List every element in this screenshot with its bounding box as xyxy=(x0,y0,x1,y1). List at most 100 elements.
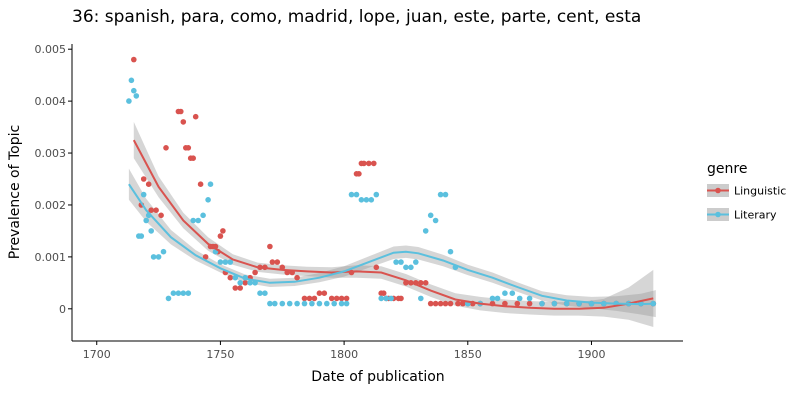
data-point-literary xyxy=(324,300,330,307)
data-point-linguistic xyxy=(311,295,318,302)
data-point-literary xyxy=(150,254,157,260)
data-point-literary xyxy=(393,259,399,265)
data-point-linguistic xyxy=(252,269,258,276)
data-point-literary xyxy=(403,264,409,271)
data-point-linguistic xyxy=(432,300,439,307)
data-point-literary xyxy=(200,212,206,219)
data-point-linguistic xyxy=(455,300,461,307)
data-point-linguistic xyxy=(427,300,434,307)
data-point-linguistic xyxy=(140,176,147,182)
data-point-linguistic xyxy=(366,160,372,167)
data-point-literary xyxy=(131,87,137,94)
data-point-literary xyxy=(358,197,365,203)
data-point-linguistic xyxy=(343,295,350,302)
x-tick-label: 1750 xyxy=(206,348,234,361)
data-point-literary xyxy=(286,300,293,307)
data-point-literary xyxy=(140,191,147,198)
data-point-literary xyxy=(262,290,268,297)
data-point-linguistic xyxy=(526,300,533,307)
data-point-literary xyxy=(413,259,419,265)
data-point-literary xyxy=(160,248,167,255)
data-point-literary xyxy=(272,300,278,307)
y-tick-label: 0.002 xyxy=(35,199,67,212)
data-point-linguistic xyxy=(185,145,192,151)
data-point-literary xyxy=(222,259,229,265)
data-point-literary xyxy=(489,295,496,302)
data-point-linguistic xyxy=(242,280,248,286)
data-point-literary xyxy=(185,290,192,297)
data-point-linguistic xyxy=(294,274,300,281)
data-point-literary xyxy=(257,290,263,297)
smooth-lines xyxy=(128,139,656,310)
legend-key-point xyxy=(715,211,721,218)
data-point-linguistic xyxy=(178,108,184,115)
data-point-linguistic xyxy=(328,295,335,302)
data-point-literary xyxy=(427,212,434,219)
x-tick-label: 1850 xyxy=(454,348,482,361)
data-point-literary xyxy=(516,295,523,302)
data-point-literary xyxy=(195,217,201,224)
data-point-linguistic xyxy=(321,290,328,297)
data-point-literary xyxy=(442,191,449,198)
data-point-literary xyxy=(388,295,394,302)
data-point-literary xyxy=(133,93,140,99)
data-point-literary xyxy=(373,191,380,198)
data-point-linguistic xyxy=(163,145,169,151)
data-point-literary xyxy=(205,197,211,203)
data-point-linguistic xyxy=(197,181,204,187)
data-point-linguistic xyxy=(418,280,424,286)
legend-title: genre xyxy=(707,161,747,177)
data-point-linguistic xyxy=(422,280,429,286)
data-point-literary xyxy=(551,300,558,307)
data-point-literary xyxy=(155,254,162,260)
data-point-literary xyxy=(418,295,424,302)
data-point-linguistic xyxy=(192,113,199,120)
data-point-linguistic xyxy=(279,264,286,271)
data-point-literary xyxy=(128,77,135,84)
data-point-literary xyxy=(563,300,570,307)
legend-label-literary: Literary xyxy=(734,209,777,222)
data-point-literary xyxy=(494,295,501,302)
smooth-line-linguistic xyxy=(132,139,654,310)
y-tick-label: 0.001 xyxy=(35,251,67,264)
data-point-literary xyxy=(378,295,385,302)
y-tick-label: 0.004 xyxy=(35,95,67,108)
data-point-linguistic xyxy=(371,160,377,167)
data-point-linguistic xyxy=(274,259,281,265)
data-point-linguistic xyxy=(442,300,449,307)
data-point-literary xyxy=(509,290,516,297)
data-point-literary xyxy=(148,228,154,234)
data-point-linguistic xyxy=(145,181,152,187)
data-point-linguistic xyxy=(131,56,137,63)
data-point-literary xyxy=(237,280,243,286)
data-point-linguistic xyxy=(338,295,345,302)
data-point-literary xyxy=(502,290,508,297)
data-point-literary xyxy=(232,274,239,281)
data-point-literary xyxy=(170,290,177,297)
data-point-linguistic xyxy=(356,171,362,177)
data-point-literary xyxy=(383,295,390,302)
data-point-literary xyxy=(316,300,323,307)
data-point-linguistic xyxy=(267,243,273,250)
data-point-linguistic xyxy=(306,295,313,302)
confidence-band-linguistic xyxy=(133,121,654,328)
data-point-literary xyxy=(309,300,315,307)
data-point-linguistic xyxy=(460,300,466,307)
data-point-literary xyxy=(175,290,182,297)
y-tick-label: 0.005 xyxy=(35,43,67,56)
data-point-literary xyxy=(143,217,149,224)
data-point-linguistic xyxy=(148,207,154,213)
axes xyxy=(71,44,683,342)
data-point-literary xyxy=(190,217,196,224)
data-point-literary xyxy=(437,191,444,198)
data-point-literary xyxy=(353,191,360,198)
confidence-band-literary xyxy=(128,168,656,318)
data-point-linguistic xyxy=(217,233,224,239)
legend-key-point xyxy=(715,187,721,194)
data-point-literary xyxy=(207,181,214,187)
data-point-literary xyxy=(526,295,533,302)
data-point-linguistic xyxy=(398,295,404,302)
data-point-linguistic xyxy=(190,155,196,161)
x-axis-title: Date of publication xyxy=(311,369,444,385)
y-axis-title: Prevalence of Topic xyxy=(7,125,23,259)
